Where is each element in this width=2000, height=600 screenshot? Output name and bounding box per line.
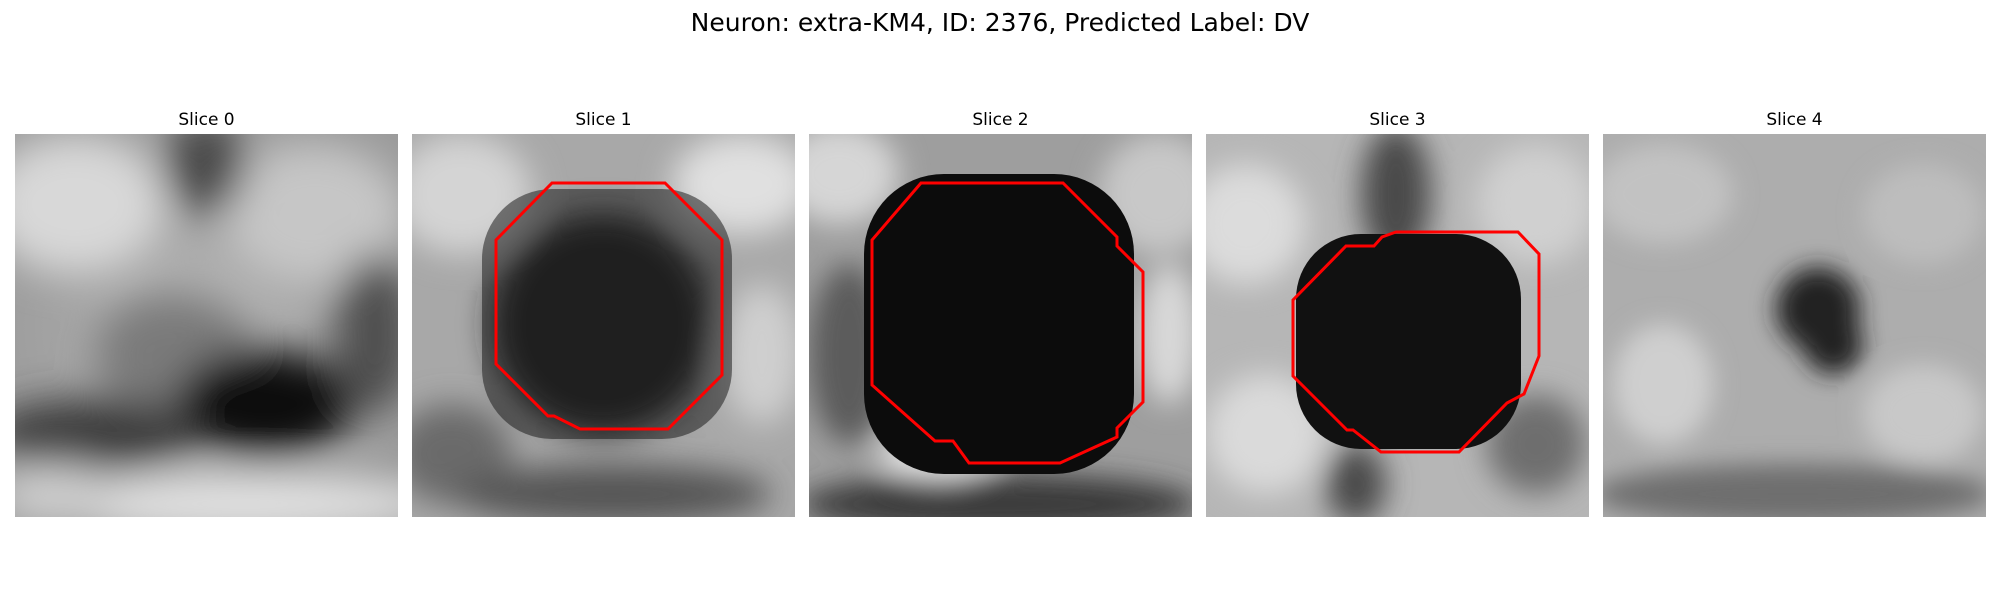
slice-image: [412, 134, 795, 517]
slice-image: [1206, 134, 1589, 517]
slice-title: Slice 1: [412, 108, 795, 132]
slice-title: Slice 3: [1206, 108, 1589, 132]
slice-title: Slice 0: [15, 108, 398, 132]
slice-image: [809, 134, 1192, 517]
slice-image: [1603, 134, 1986, 517]
slice-image: [15, 134, 398, 517]
slice-title: Slice 2: [809, 108, 1192, 132]
slice-title: Slice 4: [1603, 108, 1986, 132]
figure-title: Neuron: extra-KM4, ID: 2376, Predicted L…: [0, 6, 2000, 40]
